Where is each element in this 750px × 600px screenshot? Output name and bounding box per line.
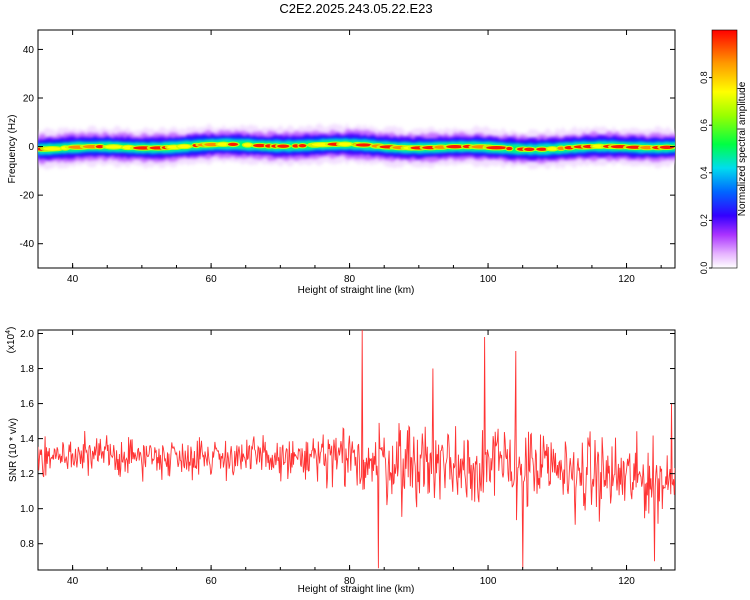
colorbar-tick-label: 0.4 <box>699 167 709 180</box>
snr-multiplier-exp: 4 <box>5 330 12 334</box>
spectrogram-panel: 40 60 80 100 120 40 20 0 -20 -40 Height of straig… <box>7 29 676 296</box>
snr-frame <box>37 329 676 571</box>
spectrogram-hotspot <box>298 144 307 148</box>
snr-xtick-label: 60 <box>206 576 218 587</box>
colorbar-ticks: 0.0 0.2 0.4 0.6 0.8 <box>699 29 738 275</box>
colorbar-tick-label: 0.2 <box>699 214 709 227</box>
snr-series-line <box>38 330 675 569</box>
snr-ytick-label: 1.4 <box>20 434 34 445</box>
spectrogram-ytick-label: 20 <box>23 94 35 105</box>
spectrogram-hotspot <box>227 142 239 147</box>
spectrogram-hotspot <box>217 142 230 146</box>
spectrogram-xlabel: Height of straight line (km) <box>298 285 415 296</box>
colorbar-frame <box>711 29 738 269</box>
snr-xtick-label: 100 <box>480 576 497 587</box>
spectrogram-xtick-label: 40 <box>67 274 79 285</box>
snr-ticks: 40 60 80 100 120 0.8 1.0 1.2 1.4 1.6 1.8 2.0 <box>20 329 675 587</box>
spectrogram-hotspot <box>43 147 62 151</box>
colorbar-tick-label: 0.6 <box>699 119 709 132</box>
snr-multiplier-close: ) <box>6 327 17 330</box>
snr-multiplier: (x104) <box>5 327 17 354</box>
spectrogram-xtick-label: 80 <box>344 274 356 285</box>
spectrogram-hotspot <box>95 144 105 149</box>
spectrogram-xtick-label: 120 <box>618 274 635 285</box>
spectrogram-ylabel: Frequency (Hz) <box>7 115 18 184</box>
colorbar-gradient <box>712 30 737 268</box>
spectrogram-ticks: 40 60 80 100 120 40 20 0 -20 -40 <box>20 30 675 285</box>
snr-xtick-label: 120 <box>618 576 635 587</box>
spectrogram-hotspot <box>486 146 508 150</box>
snr-xtick-label: 40 <box>67 576 79 587</box>
spectrogram-hotspot <box>355 143 373 147</box>
colorbar-label: Normalized spectral amplitude <box>737 81 748 216</box>
spectrogram-ytick-label: 0 <box>28 142 34 153</box>
spectrogram-band <box>38 123 675 170</box>
spectrogram-hotspot <box>243 143 253 147</box>
colorbar-tick-label: 0.8 <box>699 71 709 84</box>
spectrogram-hotspot <box>446 145 464 149</box>
snr-multiplier-base: (x10 <box>6 333 17 353</box>
spectrogram-hotspot <box>557 146 565 150</box>
spectrogram-hotspot <box>536 147 548 151</box>
spectrogram-hotspot <box>277 144 290 148</box>
spectrogram-hotspot <box>524 147 535 151</box>
snr-ylabel: SNR (10 * v/v) <box>8 418 19 482</box>
spectrogram-ytick-label: -20 <box>20 191 35 202</box>
spectrogram-hotspot <box>338 142 352 146</box>
colorbar-tick-label: 0.0 <box>699 262 709 275</box>
snr-panel: 40 60 80 100 120 0.8 1.0 1.2 1.4 1.6 1.8 2.0 (x104)… <box>5 327 676 595</box>
colorbar: 0.0 0.2 0.4 0.6 0.8 Normalized spectral ampl… <box>699 29 748 275</box>
spectrogram-xtick-label: 60 <box>206 274 218 285</box>
snr-xlabel: Height of straight line (km) <box>298 584 415 595</box>
snr-xtick-label: 80 <box>344 576 356 587</box>
snr-ytick-label: 1.0 <box>20 504 34 515</box>
spectrogram-hotspot <box>177 144 191 149</box>
snr-ytick-label: 1.2 <box>20 469 34 480</box>
spectrogram-ytick-label: 40 <box>23 45 35 56</box>
snr-ytick-label: 2.0 <box>20 329 34 340</box>
spectrogram-hotspot <box>253 143 267 148</box>
snr-ytick-label: 1.8 <box>20 364 34 375</box>
figure-title: C2E2.2025.243.05.22.E23 <box>279 1 432 16</box>
snr-ytick-label: 1.6 <box>20 399 34 410</box>
snr-ytick-label: 0.8 <box>20 539 34 550</box>
spectrogram-ytick-label: -40 <box>20 239 35 250</box>
spectrogram-xtick-label: 100 <box>480 274 497 285</box>
spectrogram-hotspot <box>105 145 122 149</box>
spectrogram-hotspot <box>506 146 513 151</box>
spectrogram-hotspot <box>547 147 558 151</box>
